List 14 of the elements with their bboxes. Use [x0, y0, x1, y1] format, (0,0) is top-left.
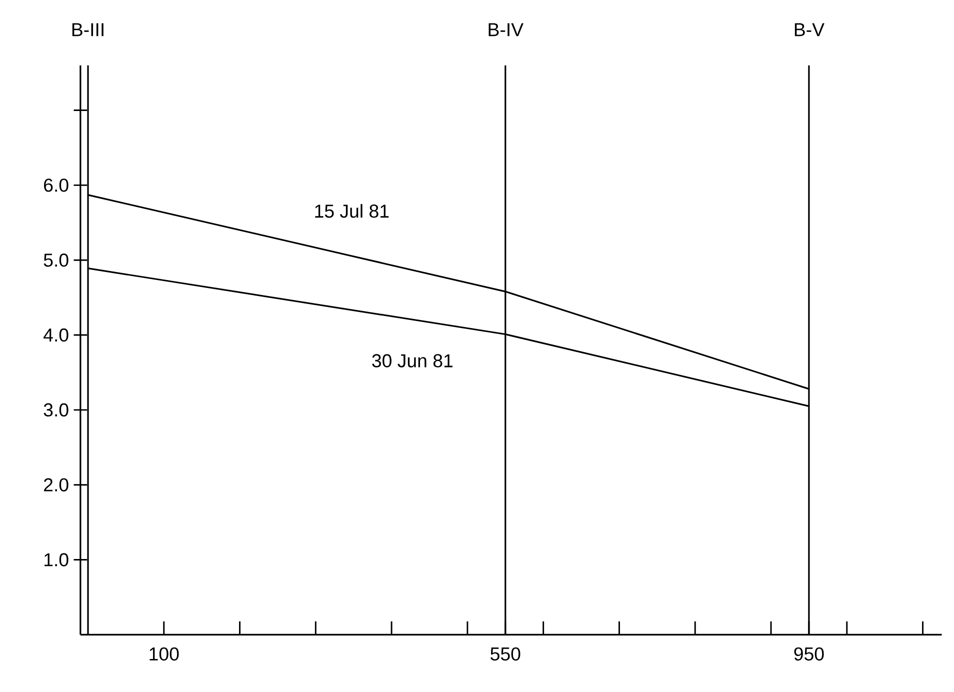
series-label: 30 Jun 81: [372, 354, 452, 368]
ref-line-label: B-III: [72, 23, 104, 36]
y-tick-label: 3.0: [44, 403, 68, 417]
y-tick-label: 1.0: [44, 553, 68, 566]
y-tick-label: 4.0: [44, 328, 68, 342]
series-label: 15 Jul 81: [315, 204, 389, 218]
x-tick-label: 100: [150, 647, 179, 661]
y-tick-label: 5.0: [44, 253, 68, 267]
ref-line-label: B-IV: [488, 23, 524, 36]
y-tick-label: 6.0: [44, 178, 68, 192]
x-tick-label: 550: [490, 647, 520, 661]
x-tick-label: 950: [794, 647, 824, 661]
ref-line-label: B-V: [794, 23, 824, 36]
y-tick-label: 2.0: [44, 478, 68, 492]
